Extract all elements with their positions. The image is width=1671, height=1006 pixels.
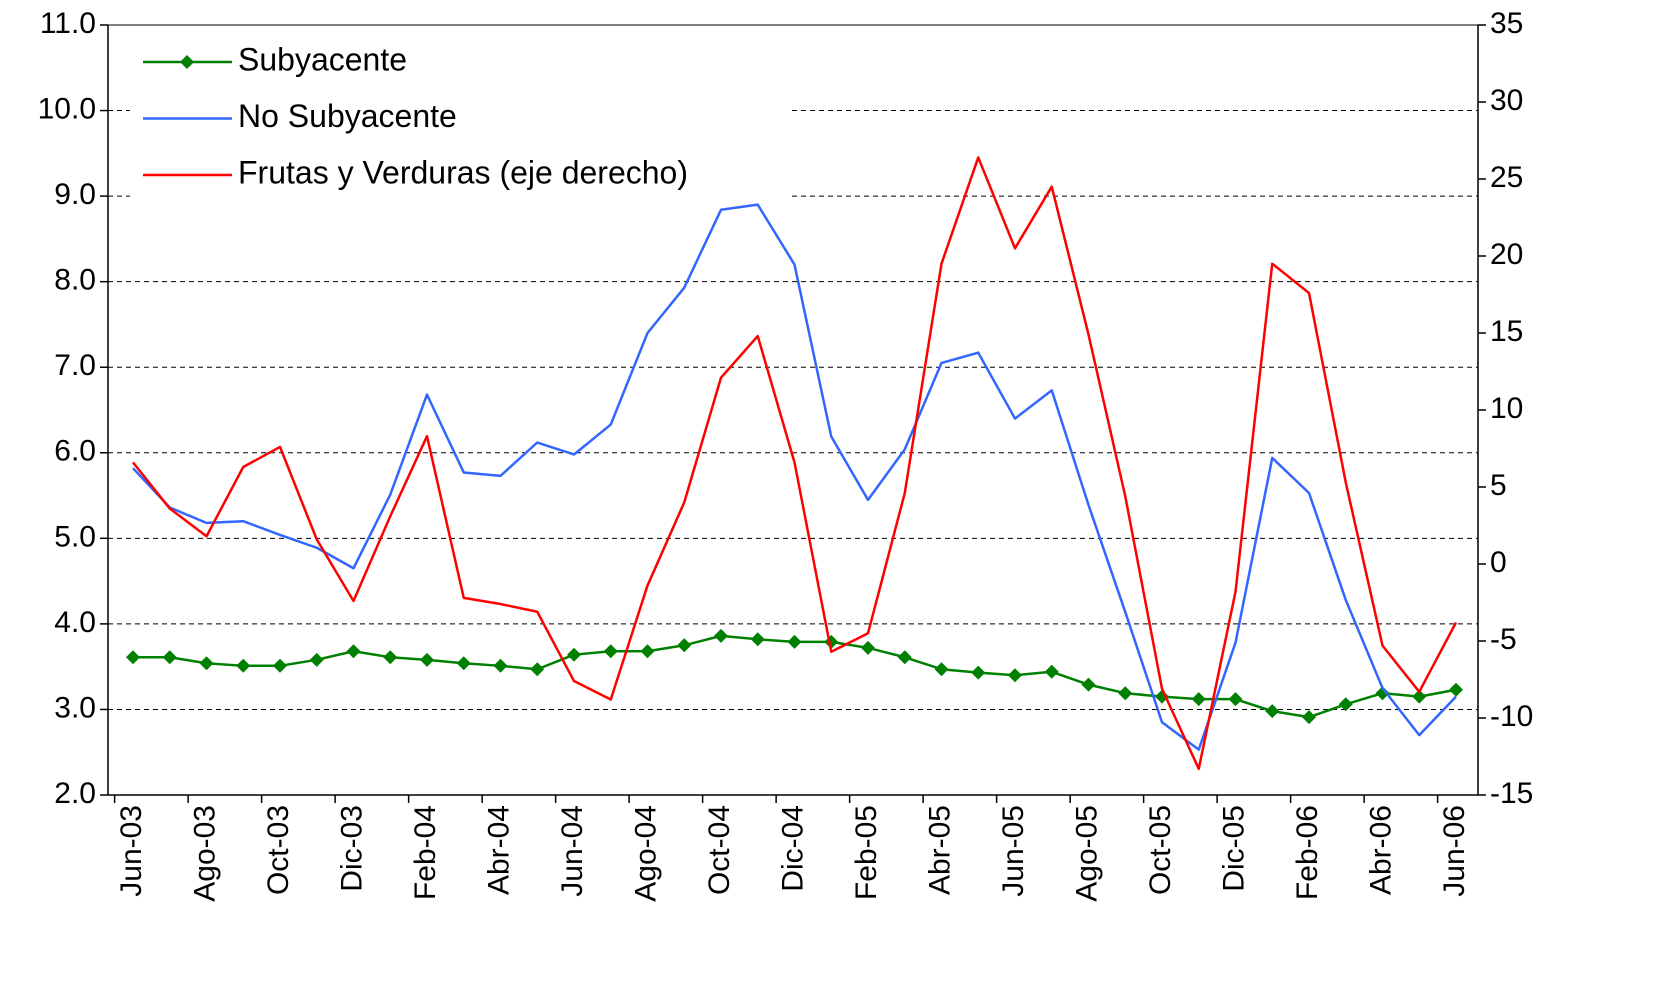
data-point	[420, 653, 434, 667]
y-tick-label: 3.0	[54, 691, 96, 724]
data-point	[530, 662, 544, 676]
y-tick-label: 8.0	[54, 264, 96, 297]
y2-tick-label: -10	[1490, 700, 1533, 733]
y-tick-label: 5.0	[54, 520, 96, 553]
legend-label: Frutas y Verduras (eje derecho)	[238, 154, 688, 190]
data-point	[861, 641, 875, 655]
y-tick-label: 9.0	[54, 178, 96, 211]
data-point	[677, 638, 691, 652]
x-tick-label: Oct-05	[1144, 805, 1177, 895]
x-tick-label: Abr-06	[1364, 805, 1397, 895]
data-point	[641, 644, 655, 658]
x-tick-label: Oct-03	[262, 805, 295, 895]
x-tick-label: Oct-04	[703, 805, 736, 895]
data-point	[200, 656, 214, 670]
data-point	[457, 656, 471, 670]
data-point	[567, 648, 581, 662]
data-point	[126, 650, 140, 664]
x-tick-label: Ago-05	[1070, 805, 1103, 902]
y-tick-label: 10.0	[38, 92, 96, 125]
data-point	[1045, 665, 1059, 679]
y2-tick-label: 10	[1490, 392, 1523, 425]
data-point	[236, 659, 250, 673]
y-tick-label: 2.0	[54, 777, 96, 810]
data-point	[310, 653, 324, 667]
data-point	[383, 650, 397, 664]
x-tick-label: Dic-04	[776, 805, 809, 892]
data-point	[1192, 692, 1206, 706]
x-tick-label: Jun-06	[1438, 805, 1471, 897]
x-tick-label: Feb-05	[850, 805, 883, 900]
legend-label: No Subyacente	[238, 98, 457, 134]
data-point	[1118, 686, 1132, 700]
x-tick-label: Feb-06	[1291, 805, 1324, 900]
x-tick-label: Ago-04	[629, 805, 662, 902]
data-point	[788, 635, 802, 649]
y2-tick-label: 35	[1490, 7, 1523, 40]
x-tick-label: Abr-05	[923, 805, 956, 895]
y-tick-label: 11.0	[40, 7, 96, 40]
legend-label: Subyacente	[238, 41, 407, 77]
y2-tick-label: 30	[1490, 84, 1523, 117]
y2-tick-label: 20	[1490, 238, 1523, 271]
data-point	[751, 632, 765, 646]
data-point	[1082, 678, 1096, 692]
x-tick-label: Jun-05	[997, 805, 1030, 897]
x-tick-label: Jun-03	[115, 805, 148, 897]
x-tick-label: Ago-03	[188, 805, 221, 902]
data-point	[494, 659, 508, 673]
data-point	[1449, 683, 1463, 697]
data-point	[604, 644, 618, 658]
y2-tick-label: -5	[1490, 623, 1517, 656]
chart: 2.0 3.0 4.0 5.0 6.0 7.0 8.0 9.0 10.0 11.0 -15 -10 -5…	[0, 0, 1671, 1006]
y2-tick-label: 5	[1490, 469, 1507, 502]
y2-tick-label: -15	[1490, 777, 1533, 810]
data-point	[1302, 710, 1316, 724]
data-point	[347, 644, 361, 658]
x-tick-label: Dic-03	[335, 805, 368, 892]
x-tick-label: Feb-04	[409, 805, 442, 900]
data-point	[163, 650, 177, 664]
y-tick-label: 6.0	[54, 435, 96, 468]
data-point	[935, 662, 949, 676]
data-point	[714, 629, 728, 643]
y2-tick-label: 25	[1490, 161, 1523, 194]
x-tick-label: Jun-04	[556, 805, 589, 897]
data-point	[1008, 668, 1022, 682]
y-tick-label: 7.0	[54, 349, 96, 382]
x-tick-label: Abr-04	[482, 805, 515, 895]
y2-tick-label: 15	[1490, 315, 1523, 348]
data-point	[971, 666, 985, 680]
x-tick-label: Dic-05	[1217, 805, 1250, 892]
data-point	[273, 659, 287, 673]
data-point	[898, 650, 912, 664]
series-line	[133, 205, 1456, 750]
y-tick-label: 4.0	[54, 606, 96, 639]
data-point	[1229, 692, 1243, 706]
y2-tick-label: 0	[1490, 546, 1507, 579]
series-line	[133, 157, 1456, 768]
data-point	[1265, 704, 1279, 718]
